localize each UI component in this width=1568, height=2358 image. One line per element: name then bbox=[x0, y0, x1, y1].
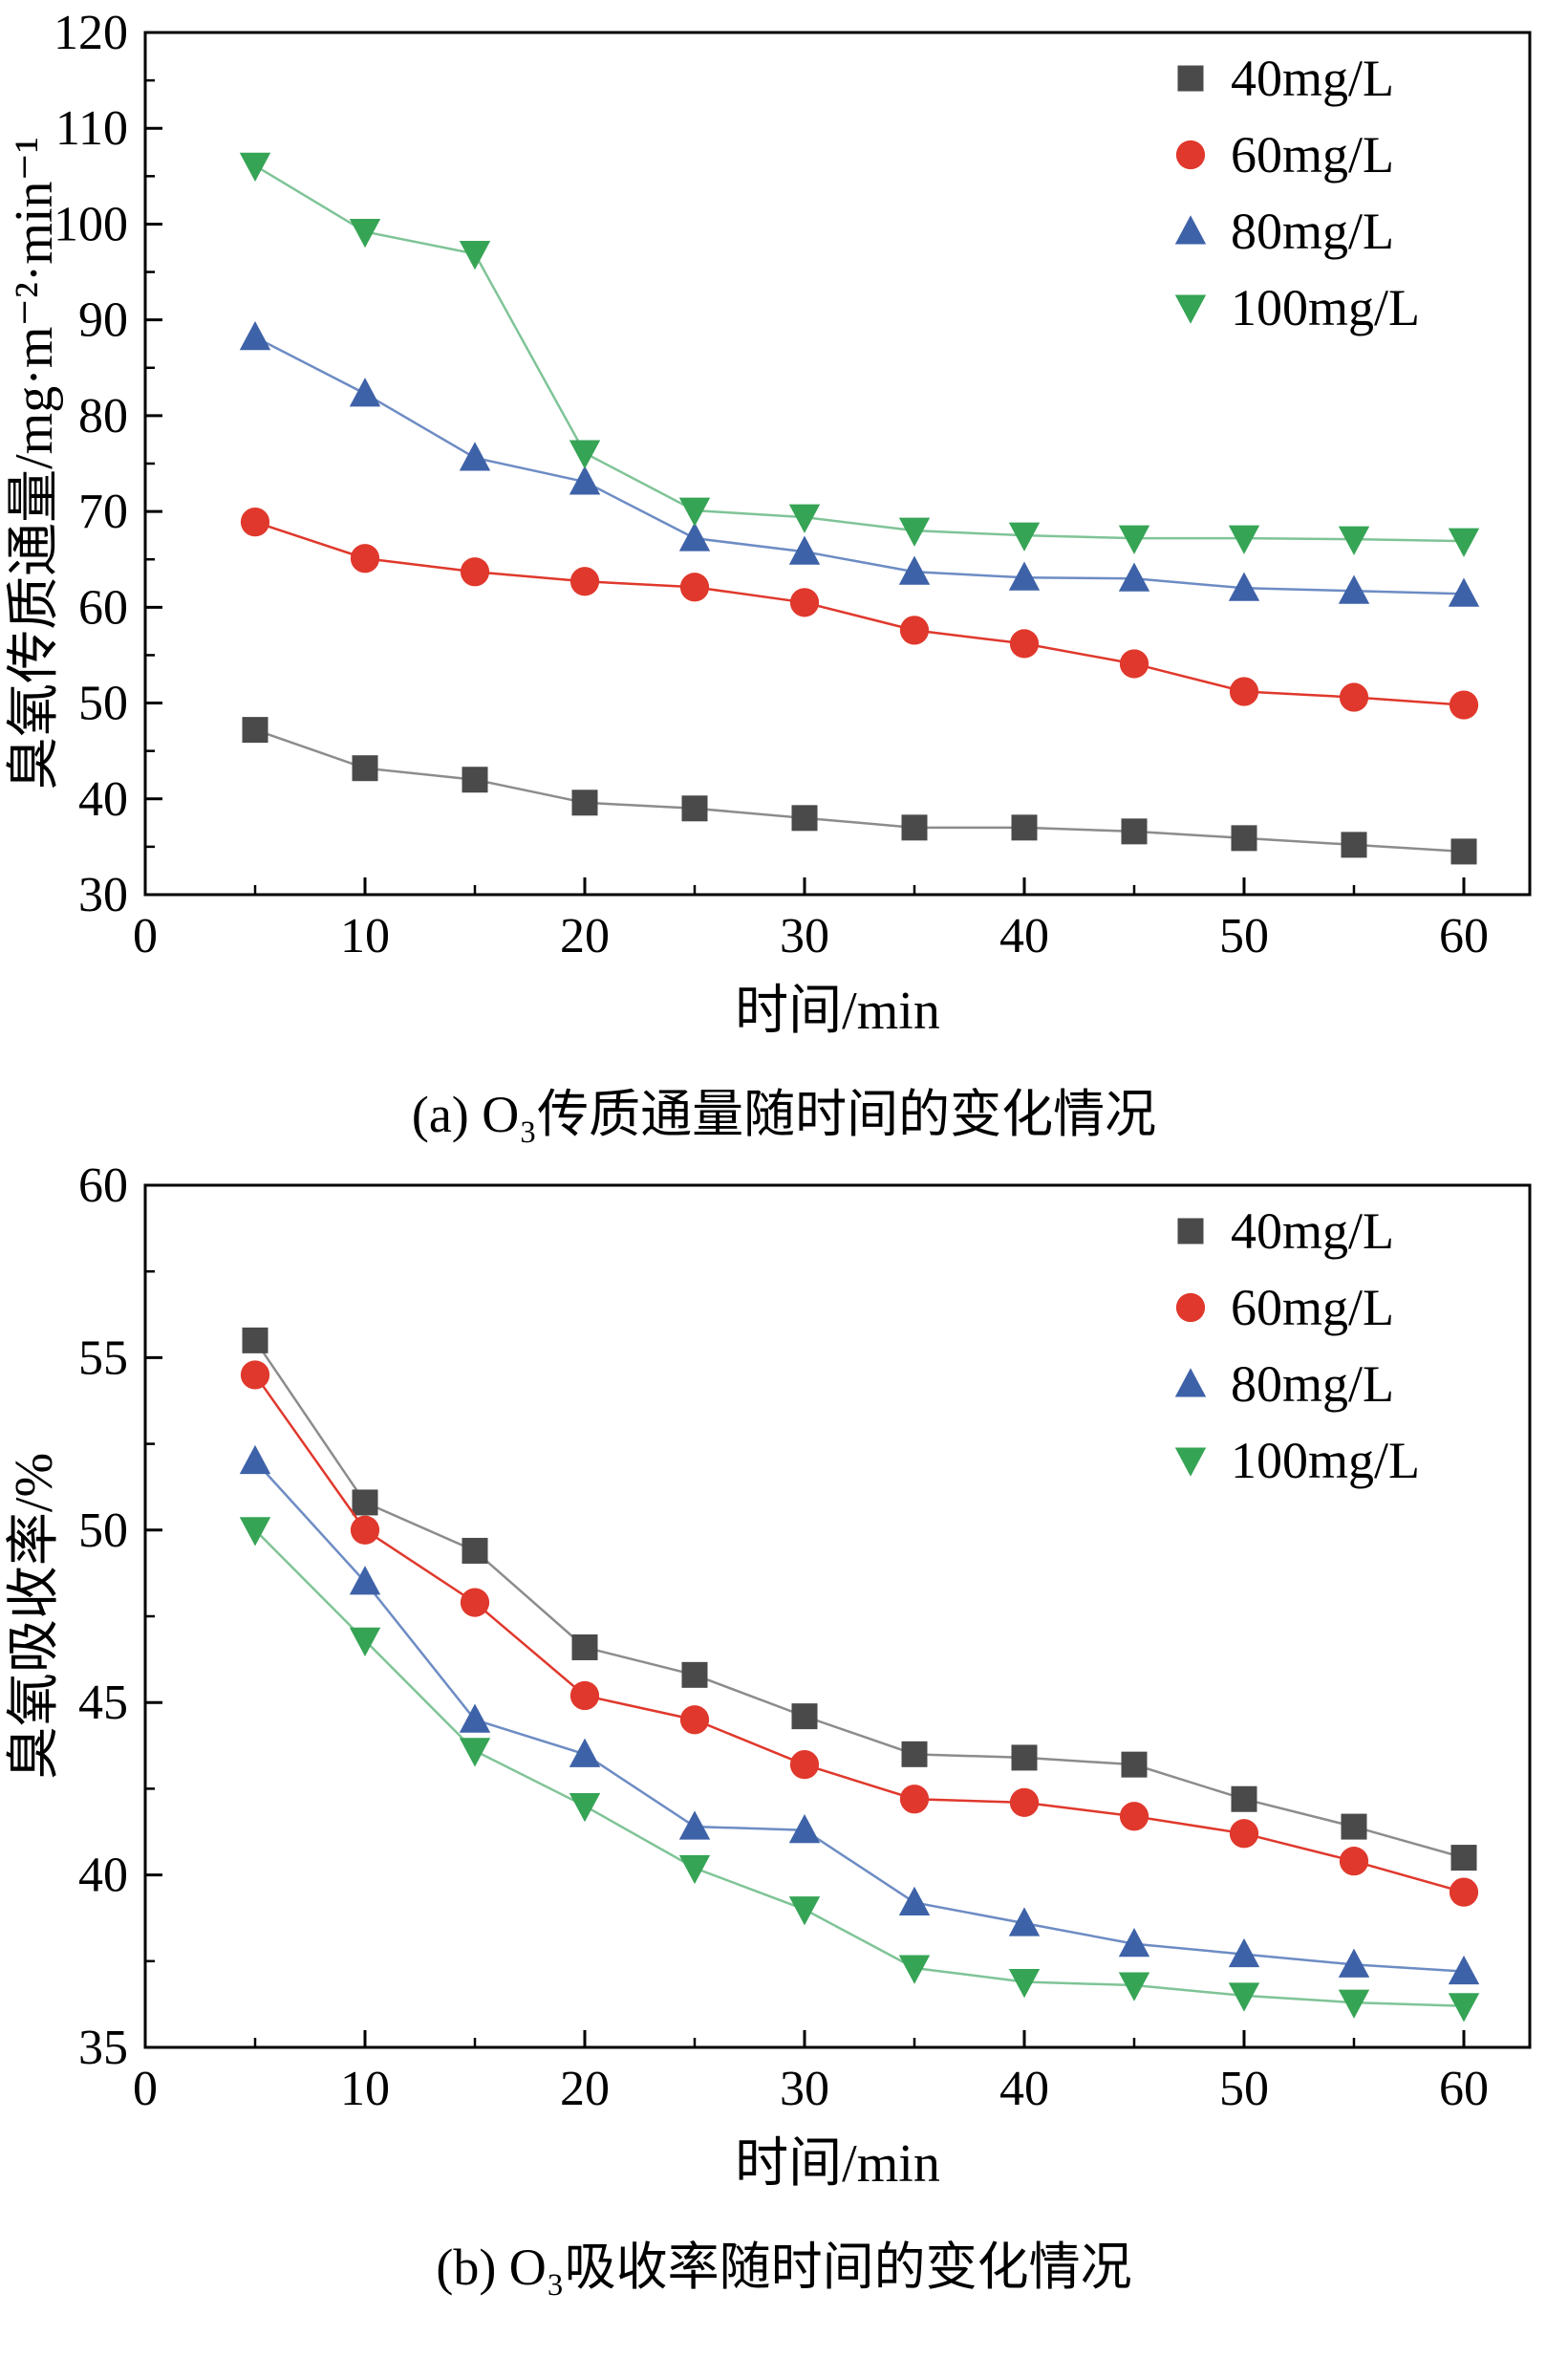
svg-text:80mg/L: 80mg/L bbox=[1231, 1355, 1394, 1413]
svg-text:80: 80 bbox=[78, 389, 128, 443]
svg-text:60: 60 bbox=[78, 1158, 128, 1213]
figure-a-caption: (a) O₃传质通量随时间的变化情况 bbox=[411, 1086, 1157, 1143]
chart-a-canvas: 0 10 20 30 40 50 60 30 40 50 60 70 80 90 100 110 120 时间/m… bbox=[5, 6, 1532, 1041]
svg-text:60: 60 bbox=[1439, 2062, 1489, 2116]
svg-text:10: 10 bbox=[340, 909, 390, 963]
svg-text:90: 90 bbox=[78, 293, 128, 348]
svg-text:30: 30 bbox=[780, 909, 829, 963]
svg-text:100mg/L: 100mg/L bbox=[1231, 1432, 1420, 1489]
svg-text:100: 100 bbox=[54, 197, 128, 251]
svg-text:40mg/L: 40mg/L bbox=[1231, 1202, 1394, 1260]
svg-text:70: 70 bbox=[78, 485, 128, 539]
svg-text:120: 120 bbox=[54, 6, 128, 60]
svg-text:30: 30 bbox=[78, 868, 128, 922]
svg-text:50: 50 bbox=[1219, 2062, 1269, 2116]
chart-b-canvas: 0 10 20 30 40 50 60 35 40 45 50 55 60 时间/min 臭氧吸收率/% 40… bbox=[5, 1158, 1532, 2194]
svg-text:50: 50 bbox=[1219, 909, 1269, 963]
svg-text:50: 50 bbox=[78, 1503, 128, 1558]
svg-text:40: 40 bbox=[78, 772, 128, 827]
svg-text:30: 30 bbox=[780, 2062, 829, 2116]
svg-text:60: 60 bbox=[78, 580, 128, 635]
svg-text:100mg/L: 100mg/L bbox=[1231, 279, 1420, 336]
svg-text:35: 35 bbox=[78, 2021, 128, 2075]
svg-text:60mg/L: 60mg/L bbox=[1231, 126, 1394, 184]
svg-text:20: 20 bbox=[560, 909, 610, 963]
svg-text:10: 10 bbox=[340, 2062, 390, 2116]
svg-text:110: 110 bbox=[55, 101, 128, 156]
svg-text:40: 40 bbox=[999, 2062, 1049, 2116]
figure-a: 0 10 20 30 40 50 60 30 40 50 60 70 80 90 100 110 120 时间/m… bbox=[0, 6, 1568, 1158]
svg-text:80mg/L: 80mg/L bbox=[1231, 203, 1394, 260]
svg-text:45: 45 bbox=[78, 1676, 128, 1730]
svg-text:40: 40 bbox=[999, 909, 1049, 963]
svg-text:50: 50 bbox=[78, 677, 128, 731]
figure-b-caption: (b) O₃吸收率随时间的变化情况 bbox=[436, 2239, 1132, 2296]
svg-text:60mg/L: 60mg/L bbox=[1231, 1279, 1394, 1336]
svg-text:20: 20 bbox=[560, 2062, 610, 2116]
svg-text:0: 0 bbox=[133, 909, 158, 963]
svg-text:臭氧传质通量/mg·m⁻²·min⁻¹: 臭氧传质通量/mg·m⁻²·min⁻¹ bbox=[5, 137, 64, 790]
svg-text:60: 60 bbox=[1439, 909, 1489, 963]
svg-text:55: 55 bbox=[78, 1330, 128, 1385]
svg-text:40: 40 bbox=[78, 1849, 128, 1903]
svg-text:40mg/L: 40mg/L bbox=[1231, 50, 1394, 107]
figure-b: 0 10 20 30 40 50 60 35 40 45 50 55 60 时间/min 臭氧吸收率/% 40… bbox=[0, 1158, 1568, 2311]
svg-text:时间/min: 时间/min bbox=[735, 982, 940, 1041]
svg-text:0: 0 bbox=[133, 2062, 158, 2116]
svg-text:时间/min: 时间/min bbox=[735, 2134, 940, 2194]
svg-text:臭氧吸收率/%: 臭氧吸收率/% bbox=[5, 1453, 64, 1780]
